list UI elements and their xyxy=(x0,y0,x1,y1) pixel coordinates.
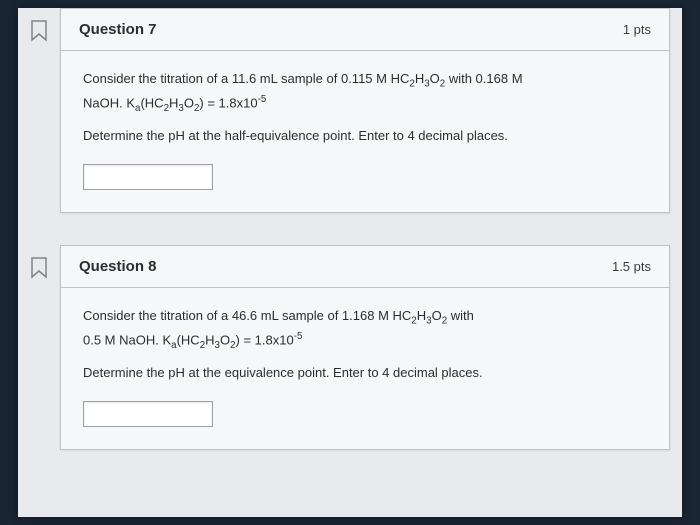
question-header: Question 7 1 pts xyxy=(61,9,669,51)
question-body: Consider the titration of a 46.6 mL samp… xyxy=(61,288,669,449)
question-prompt: Determine the pH at the half-equivalence… xyxy=(83,126,647,146)
question-points: 1 pts xyxy=(623,22,651,37)
question-title: Question 8 xyxy=(79,258,157,275)
question-card: Question 7 1 pts Consider the titration … xyxy=(60,8,670,213)
question-block-7: Question 7 1 pts Consider the titration … xyxy=(30,8,670,213)
answer-input[interactable] xyxy=(83,164,213,190)
answer-input[interactable] xyxy=(83,401,213,427)
question-block-8: Question 8 1.5 pts Consider the titratio… xyxy=(30,245,670,450)
question-header: Question 8 1.5 pts xyxy=(61,246,669,288)
question-text-line1: Consider the titration of a 11.6 mL samp… xyxy=(83,69,647,116)
question-body: Consider the titration of a 11.6 mL samp… xyxy=(61,51,669,212)
question-card: Question 8 1.5 pts Consider the titratio… xyxy=(60,245,670,450)
question-title: Question 7 xyxy=(79,21,157,38)
page-container: Question 7 1 pts Consider the titration … xyxy=(18,8,682,517)
question-prompt: Determine the pH at the equivalence poin… xyxy=(83,363,647,383)
bookmark-icon[interactable] xyxy=(30,257,48,279)
bookmark-icon[interactable] xyxy=(30,20,48,42)
question-text-line1: Consider the titration of a 46.6 mL samp… xyxy=(83,306,647,353)
question-points: 1.5 pts xyxy=(612,259,651,274)
